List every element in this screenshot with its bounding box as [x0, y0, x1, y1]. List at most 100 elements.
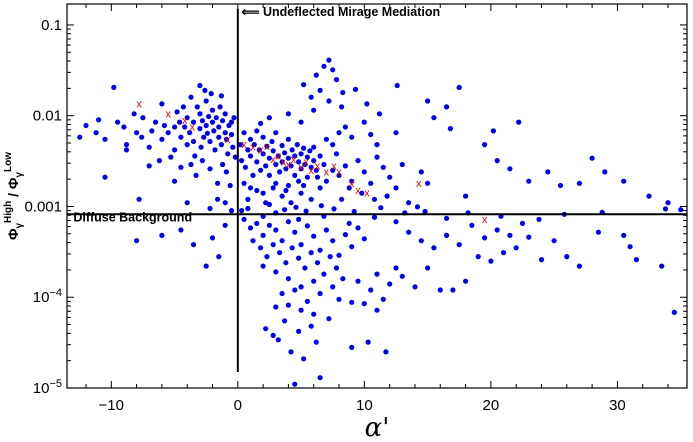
data-point	[204, 130, 210, 136]
data-point	[288, 349, 294, 355]
data-point	[215, 180, 221, 186]
data-point	[131, 111, 137, 117]
data-point	[159, 101, 165, 107]
data-point	[275, 153, 281, 159]
data-point	[317, 153, 323, 159]
data-point	[282, 318, 288, 324]
data-point	[263, 326, 269, 332]
data-point	[482, 142, 488, 148]
data-point	[355, 225, 361, 231]
x-marker-point: x	[225, 134, 231, 146]
data-point	[330, 167, 336, 173]
data-point	[311, 107, 317, 113]
data-point	[273, 130, 279, 136]
data-point	[387, 281, 393, 287]
data-point	[197, 111, 203, 117]
data-point	[270, 148, 276, 154]
data-point	[282, 150, 288, 156]
data-point	[168, 154, 174, 160]
data-point	[376, 111, 383, 117]
data-point	[437, 287, 443, 293]
data-point	[209, 119, 216, 125]
data-point	[293, 204, 299, 210]
data-point	[266, 115, 272, 121]
data-point	[292, 229, 298, 235]
data-point	[285, 276, 291, 282]
data-point	[331, 206, 337, 212]
data-point	[384, 193, 390, 199]
data-point	[399, 273, 405, 279]
data-point	[292, 153, 298, 159]
x-marker-point: x	[291, 154, 297, 166]
data-point	[349, 244, 355, 250]
data-point	[254, 128, 260, 134]
data-point	[298, 190, 304, 196]
data-point	[279, 142, 285, 149]
data-point	[317, 375, 323, 381]
data-point	[342, 124, 348, 130]
data-point	[172, 124, 178, 130]
data-point	[298, 284, 304, 290]
data-point	[314, 260, 321, 266]
data-point	[123, 142, 130, 148]
data-point	[323, 136, 329, 142]
x-marker-point: x	[190, 122, 196, 134]
data-point	[418, 238, 424, 244]
data-point	[275, 337, 281, 343]
data-point	[557, 182, 564, 189]
data-point	[245, 196, 251, 202]
data-point	[207, 205, 213, 212]
data-point	[333, 151, 340, 157]
data-point	[279, 238, 285, 244]
data-point	[365, 339, 371, 345]
data-point	[412, 284, 418, 290]
data-point	[207, 166, 213, 172]
x-axis-label: α'	[365, 413, 390, 442]
axis-ticks	[67, 4, 687, 389]
data-point	[564, 254, 570, 260]
data-point	[260, 151, 266, 157]
data-point	[340, 89, 346, 96]
data-point	[304, 298, 310, 304]
data-point	[333, 77, 340, 83]
data-point	[149, 128, 155, 134]
data-point	[241, 216, 247, 222]
data-point	[602, 169, 608, 175]
data-point	[368, 287, 374, 293]
data-point	[292, 172, 298, 178]
data-point	[266, 172, 272, 178]
data-point	[665, 200, 671, 206]
data-point	[507, 166, 513, 172]
data-point	[192, 153, 198, 159]
data-point	[394, 82, 400, 89]
data-point	[288, 200, 294, 206]
x-marker-point: x	[281, 156, 287, 168]
data-point	[201, 134, 207, 140]
data-point	[165, 130, 171, 136]
data-point	[241, 130, 247, 136]
data-point	[140, 115, 146, 121]
data-point	[231, 115, 237, 121]
data-point	[273, 304, 279, 310]
data-point	[519, 220, 526, 226]
data-point	[188, 161, 194, 168]
data-point	[206, 113, 212, 120]
data-point	[355, 158, 361, 164]
y-tick-label: 0.001	[24, 198, 62, 215]
data-point	[216, 124, 222, 130]
data-point	[212, 147, 218, 153]
data-point	[374, 307, 380, 313]
data-point	[216, 254, 222, 260]
data-point	[217, 104, 223, 110]
data-point	[463, 278, 469, 284]
x-marker-point: x	[303, 156, 309, 168]
y-label-high: High	[3, 201, 14, 223]
data-point	[188, 94, 194, 100]
data-point	[285, 302, 291, 308]
data-point	[298, 307, 304, 313]
data-point	[494, 227, 500, 233]
data-point	[134, 238, 140, 244]
data-point	[223, 169, 229, 175]
data-point	[351, 208, 357, 215]
data-point	[545, 169, 551, 175]
